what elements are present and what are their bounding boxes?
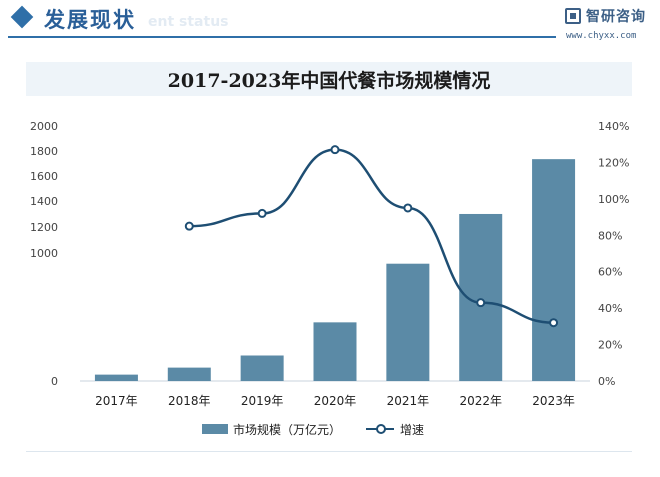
- growth-point: [330, 145, 340, 155]
- y-right-tick-label: 80%: [598, 229, 622, 242]
- brand-logo-icon: [565, 8, 581, 24]
- x-tick-label: 2019年: [241, 394, 284, 408]
- y-right-tick-label: 60%: [598, 266, 622, 279]
- header-divider: [8, 36, 556, 38]
- growth-point: [184, 221, 194, 231]
- bar: [167, 367, 211, 381]
- chart-title-background: [26, 62, 632, 96]
- bar: [94, 374, 138, 381]
- y-right-tick-label: 20%: [598, 339, 622, 352]
- brand-name: 智研咨询: [586, 9, 646, 25]
- y-left-tick-label: 1400: [30, 195, 58, 208]
- chart-title: 2017-2023年中国代餐市场规模情况: [167, 70, 491, 92]
- bar: [532, 159, 576, 381]
- y-left-tick-label: 1600: [30, 170, 58, 183]
- legend-bar-label: 市场规模（万亿元）: [233, 423, 342, 437]
- x-tick-label: 2017年: [95, 394, 138, 408]
- x-tick-label: 2023年: [532, 394, 575, 408]
- y-right-tick-label: 140%: [598, 120, 629, 133]
- x-tick-label: 2020年: [314, 394, 357, 408]
- y-right-tick-label: 100%: [598, 193, 629, 206]
- section-subtitle: ent status: [148, 14, 229, 30]
- x-tick-label: 2021年: [387, 394, 430, 408]
- growth-point: [257, 208, 267, 218]
- y-left-tick-label: 1800: [30, 145, 58, 158]
- bar: [386, 263, 430, 381]
- y-right-tick-label: 120%: [598, 156, 629, 169]
- header: 发展现状 ent status 智研咨询 www.chyxx.com: [0, 0, 660, 44]
- section-title: 发展现状: [44, 8, 136, 32]
- bar: [240, 355, 284, 381]
- x-tick-label: 2018年: [168, 394, 211, 408]
- y-left-tick-label: 2000: [30, 120, 58, 133]
- legend-bar-swatch: [202, 424, 228, 434]
- y-right-tick-label: 40%: [598, 302, 622, 315]
- growth-point: [549, 318, 559, 328]
- y-right-tick-label: 0%: [598, 375, 615, 388]
- bottom-divider: [26, 451, 632, 452]
- growth-point: [476, 298, 486, 308]
- brand-url: www.chyxx.com: [566, 31, 637, 41]
- legend-line-marker: [376, 424, 386, 434]
- growth-point: [403, 203, 413, 213]
- chart-legend: 市场规模（万亿元） 增速: [0, 419, 660, 439]
- y-left-tick-label: 0: [51, 375, 58, 388]
- y-left-tick-label: 1200: [30, 221, 58, 234]
- bar: [313, 322, 357, 381]
- x-tick-label: 2022年: [459, 394, 502, 408]
- legend-line-label: 增速: [400, 423, 425, 437]
- y-left-tick-label: 1000: [30, 247, 58, 260]
